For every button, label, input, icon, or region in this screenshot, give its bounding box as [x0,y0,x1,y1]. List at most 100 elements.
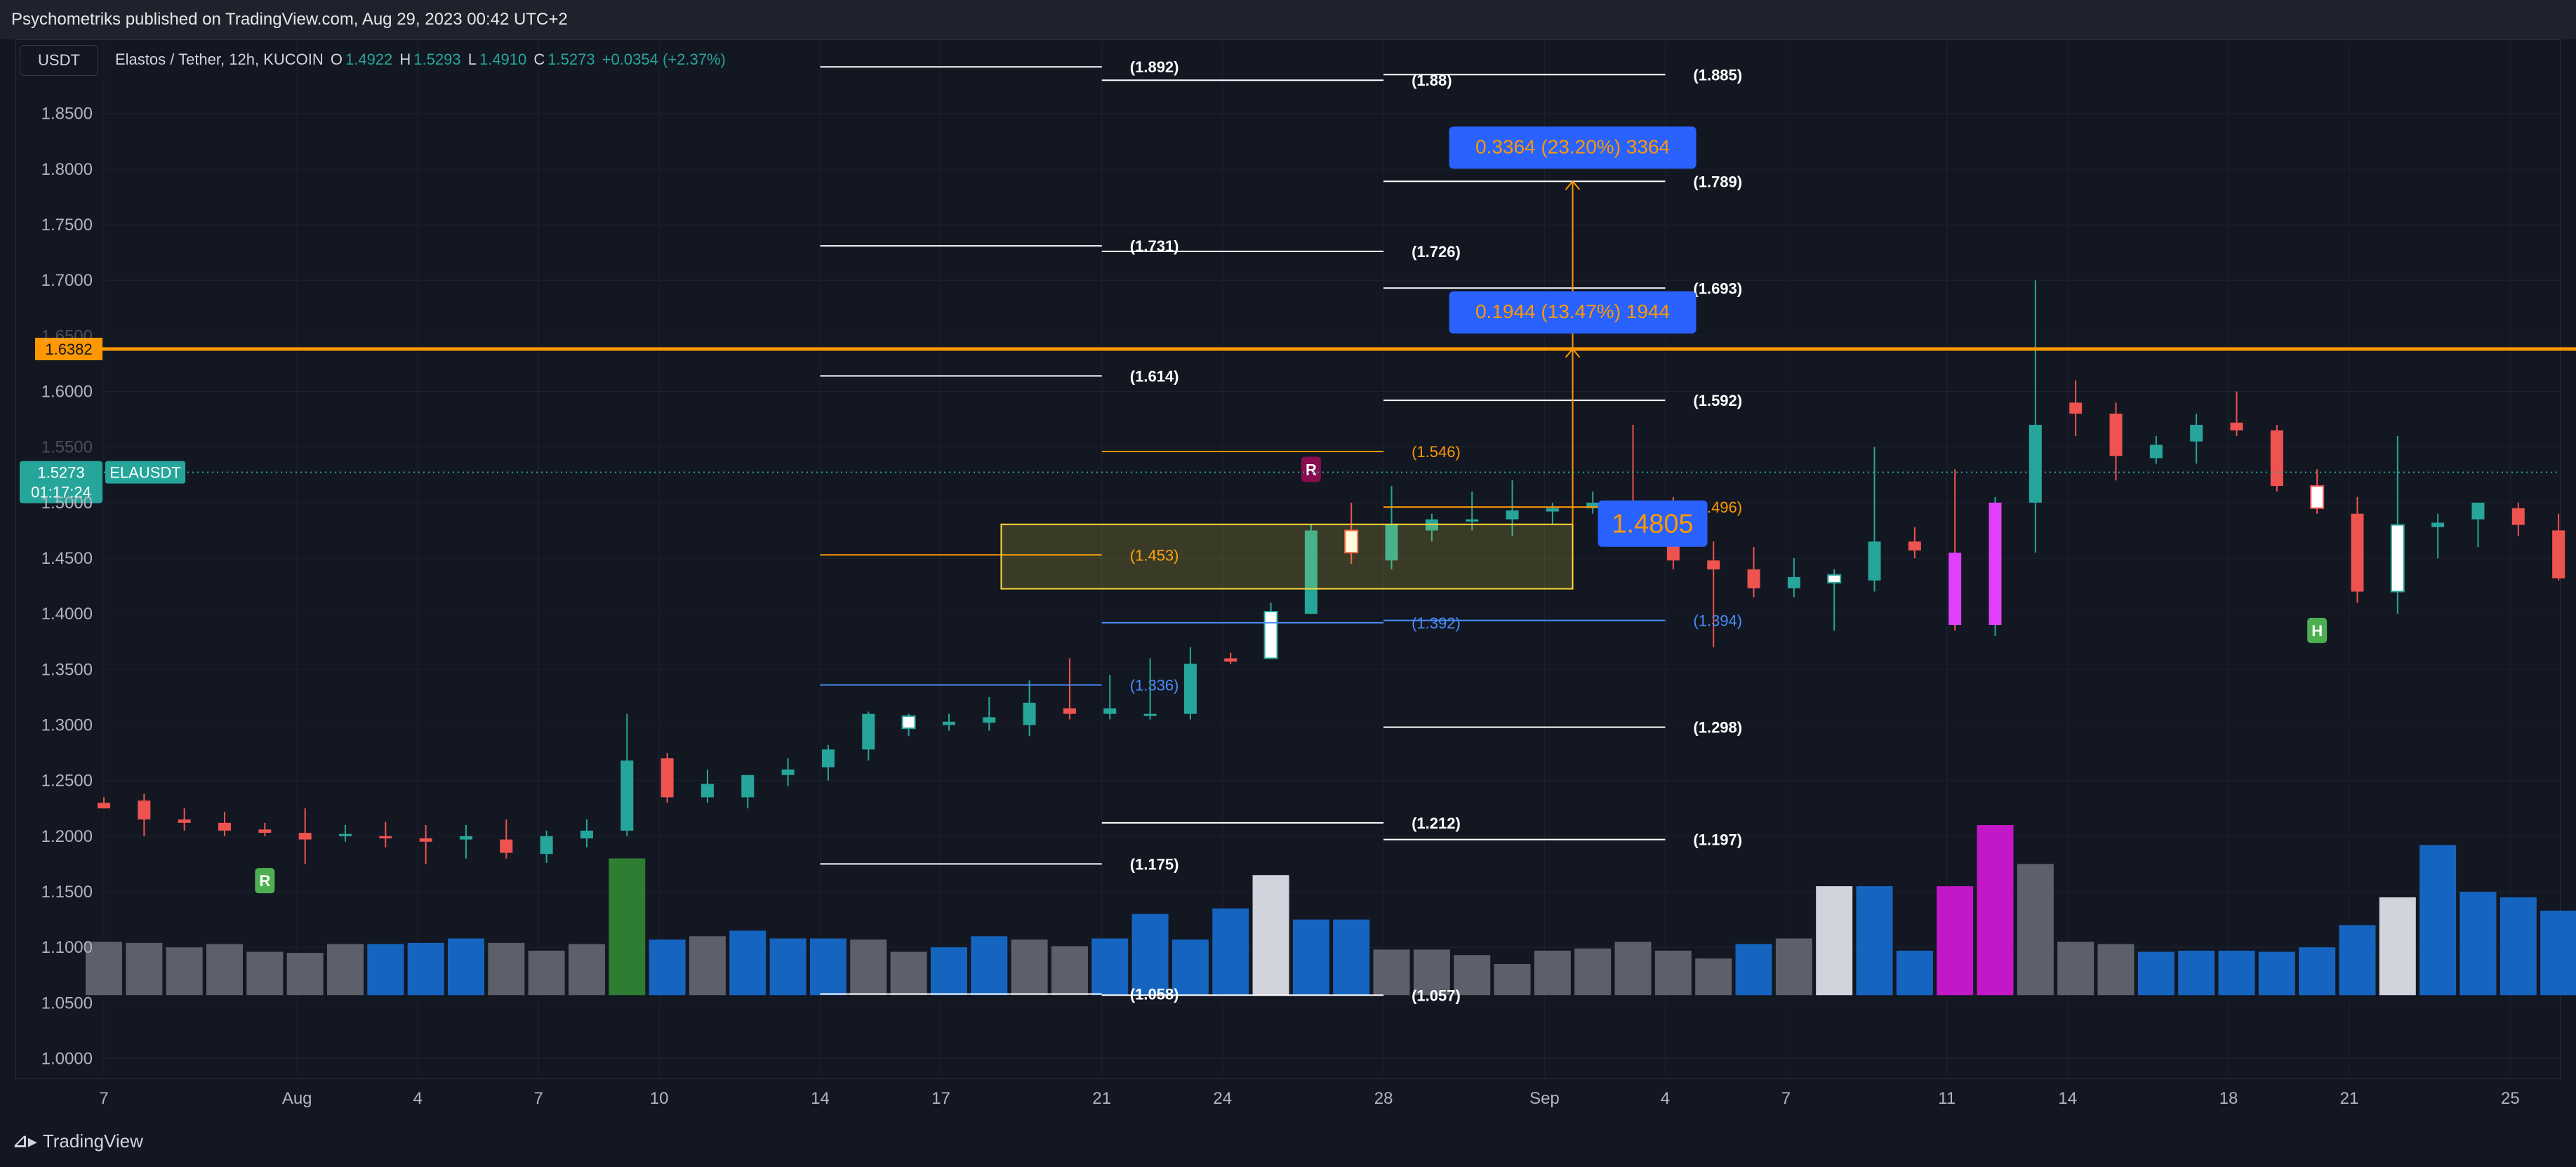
volume-bar [2137,951,2175,996]
level-label: (1.336) [1130,677,1179,694]
y-axis-tick-label: 1.3500 [41,660,93,679]
legend-change: +0.0354 (+2.37%) [602,51,726,68]
marker-label: H [2311,622,2323,640]
candle-body [1063,708,1076,714]
x-axis-tick-label: 11 [1938,1089,1956,1108]
volume-bar [930,947,967,996]
volume-bar [1252,875,1289,996]
volume-bar [2097,944,2135,996]
candle-body [1506,510,1519,520]
marker-badge [255,868,275,894]
marker-label: R [1306,461,1317,478]
target-arrowhead [1565,348,1581,358]
buy-zone [1000,523,1574,590]
candle-body [701,784,714,798]
y-axis-tick-label: 1.6000 [41,383,93,402]
x-axis-tick-label: 28 [1374,1089,1393,1108]
volume-bar [2258,951,2295,996]
legend-open: 1.4922 [345,51,393,68]
candle-body [1344,529,1359,554]
entry-price-box [1598,500,1708,547]
candle-body [2029,425,2042,503]
volume-bar [1896,950,1933,996]
x-axis-tick-label: 4 [413,1089,422,1108]
x-axis-tick-label: 7 [1781,1089,1791,1108]
candle-body [218,822,231,831]
candle-body [379,836,392,839]
x-axis-tick-label: 21 [1092,1089,1111,1108]
volume-bar [246,951,284,996]
target-measure-box [1449,291,1697,334]
legend-low-label: L [467,51,477,68]
volume-bar [689,936,726,996]
volume-bar [1654,950,1692,996]
volume-bar [2419,845,2457,996]
y-axis-tick-label: 1.0000 [41,1050,93,1069]
level-label: (1.197) [1693,831,1742,849]
volume-bar [1011,939,1048,996]
volume-bar [850,939,887,996]
legend-low: 1.4910 [479,51,527,68]
x-axis-tick-label: 24 [1213,1089,1232,1108]
symbol-tag [105,461,185,484]
candle-body [2149,444,2163,459]
y-axis-tick-label: 1.1000 [41,938,93,957]
volume-bar [1131,914,1169,996]
volume-bar [1373,949,1410,996]
candle-body [2109,414,2123,456]
x-axis-tick-label: 14 [2058,1089,2077,1108]
candle-body [98,803,110,809]
volume-bar [971,936,1008,996]
candle-body [580,830,593,839]
volume-bar [769,938,806,996]
volume-bar [2218,950,2255,996]
volume-bar [1977,825,2014,996]
resistance-price-label: 1.6382 [45,341,92,358]
candle-body [660,758,674,798]
publisher-bar: Psychometriks published on TradingView.c… [0,0,2576,39]
volume-bar [1614,942,1652,996]
legend-close: 1.5273 [547,51,595,68]
candle-body [258,829,272,833]
volume-bar [1574,948,1612,996]
volume-bar [1091,938,1129,996]
target-measure-label: 0.1944 (13.47%) 1944 [1475,301,1670,322]
volume-bar [609,858,646,996]
volume-bar [1937,886,1974,996]
y-axis-tick-label: 1.0500 [41,994,93,1013]
volume-bar [1454,955,1491,996]
candle-body [983,717,996,723]
candle-body [821,749,835,767]
x-axis-tick-label: 4 [1661,1089,1670,1108]
volume-bar [528,950,565,996]
y-axis-tick-label: 1.7000 [41,271,93,290]
currency-button[interactable]: USDT [20,45,98,76]
x-axis-tick-label: 7 [533,1089,543,1108]
target-arrowhead [1565,180,1581,190]
candle-body [1263,611,1278,659]
candle-body [1183,664,1197,714]
level-label: (1.892) [1130,58,1179,76]
volume-bar [447,938,484,996]
y-axis-tick-label: 1.6500 [41,327,93,345]
candle-body [741,774,755,798]
candle-body [620,760,634,831]
candle-body [540,836,553,855]
y-axis-tick-label: 1.7500 [41,216,93,235]
y-axis-tick-label: 1.4500 [41,549,93,568]
brand-text: TradingView [42,1130,143,1152]
tradingview-logo[interactable]: ⊿▸ TradingView [13,1130,143,1152]
x-axis-tick-label: 10 [650,1089,669,1108]
candle-body [2270,430,2283,487]
candle-body [138,800,151,820]
volume-bar [1051,946,1088,996]
candle-body [942,721,955,725]
y-axis-tick-label: 1.1500 [41,883,93,902]
volume-bar [1413,949,1450,996]
x-axis-tick-label: Sep [1529,1089,1560,1108]
level-label: (1.592) [1693,392,1742,409]
volume-bar [2017,864,2054,996]
volume-bar [367,944,404,996]
legend-symbol[interactable]: Elastos / Tether, 12h, KUCOIN [115,51,324,68]
